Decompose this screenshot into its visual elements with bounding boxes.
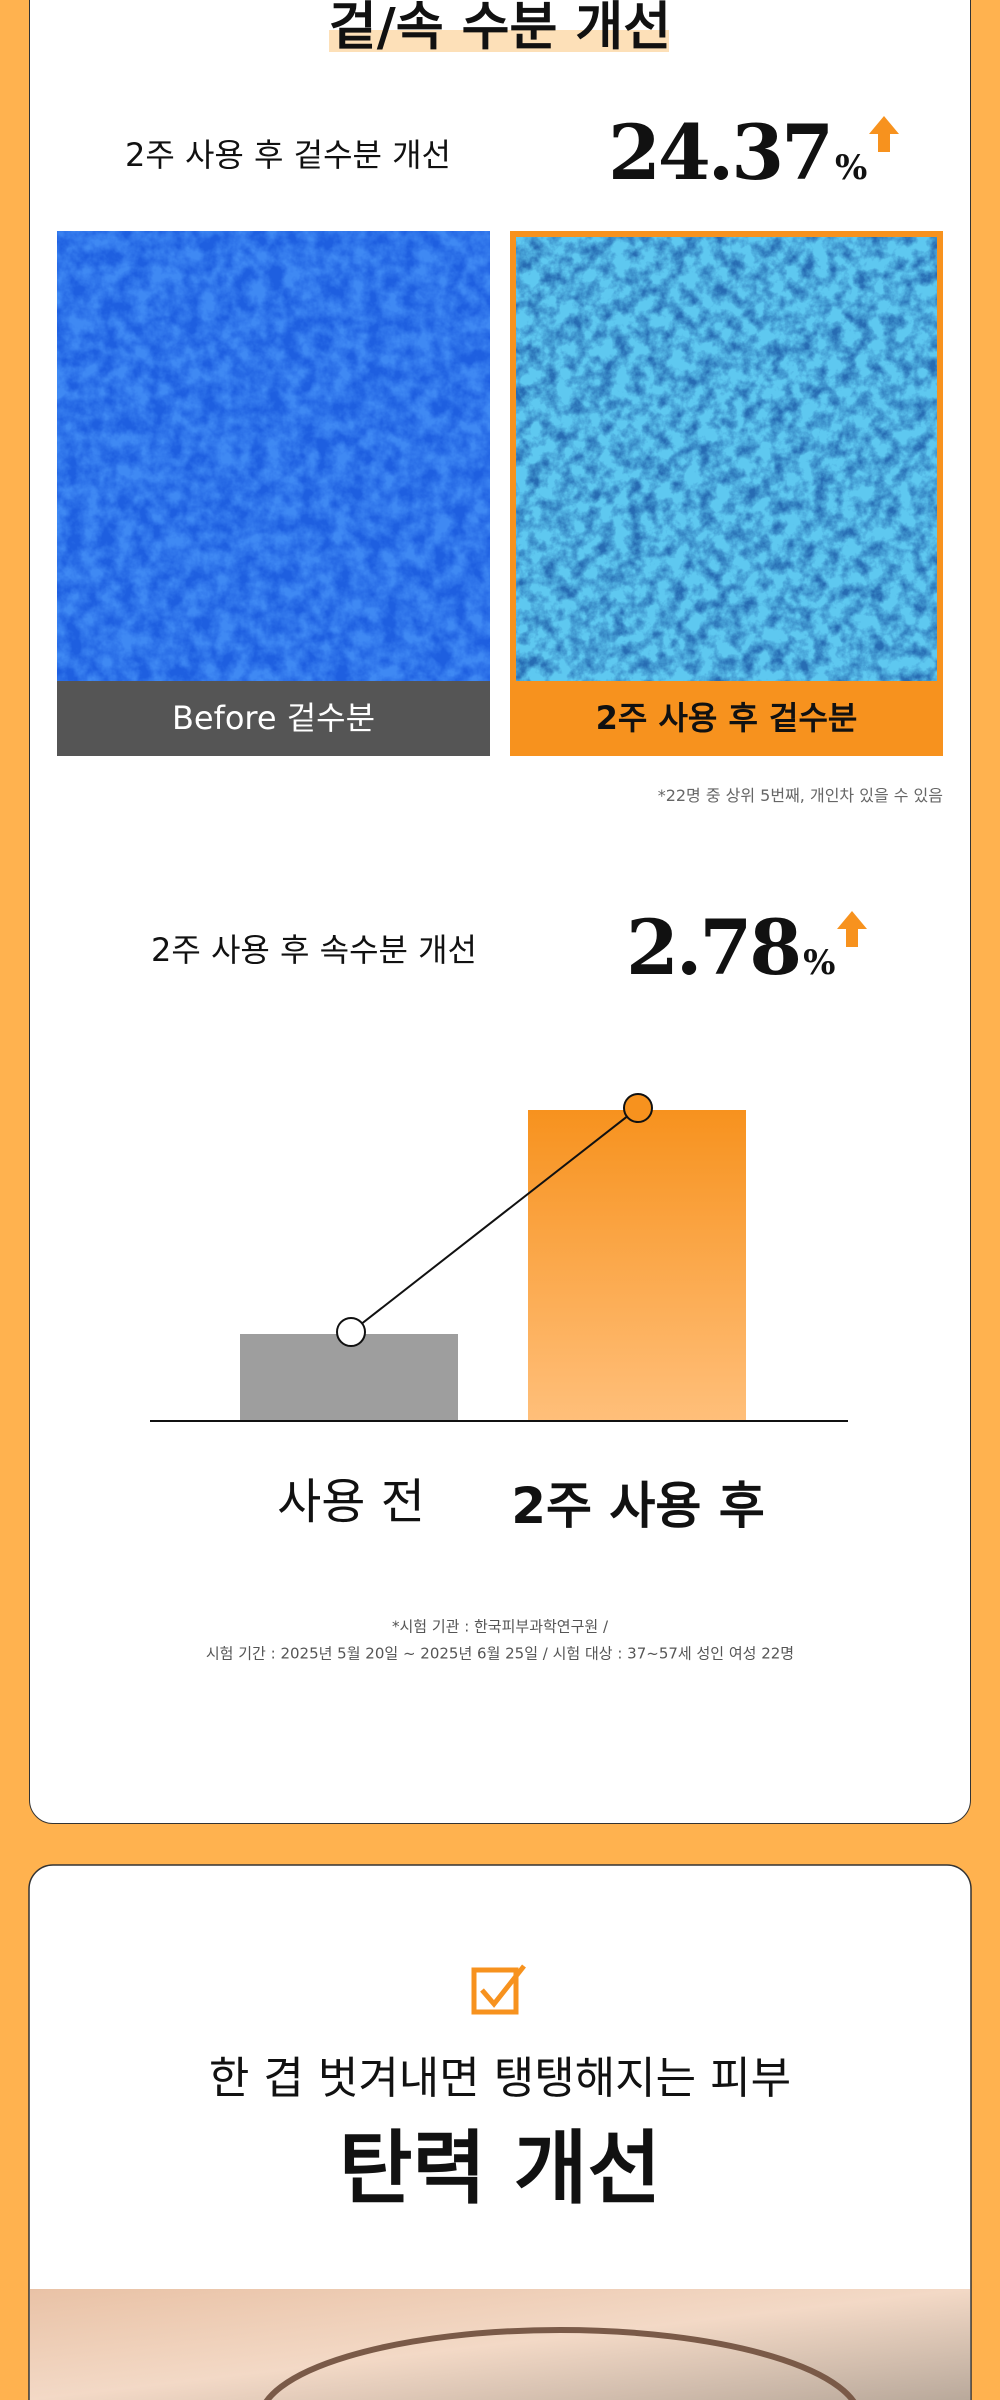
after-label: 2주 사용 후 [511,1477,765,1535]
outer-stat: 24.37% [608,108,901,197]
inner-stat: 2.78% [626,903,869,992]
before-caption-bg [57,681,490,756]
outer-label: 2주 사용 후 겉수분 개선 [124,136,452,174]
elasticity-title: 탄력 개선 [338,2122,662,2215]
model-photo [30,2289,970,2400]
up-arrow [869,116,900,152]
outer-unit: % [834,148,868,188]
inner-label: 2주 사용 후 속수분 개선 [150,931,478,969]
outer-note: *22명 중 상위 5번째, 개인차 있을 수 있음 [657,786,943,805]
inner-unit: % [803,943,836,983]
after-image [516,237,937,681]
up-arrow [837,911,868,947]
source-line: *시험 기관 : 한국피부과학연구원 / [391,1617,609,1636]
title-highlight [329,30,669,52]
outer-value: 24.37 [608,108,834,197]
after-point [623,1093,653,1123]
before-label: 사용 전 [277,1474,425,1530]
after-caption: 2주 사용 후 겉수분 [595,699,858,737]
source-line: 시험 기간 : 2025년 5월 20일 ~ 2025년 6월 25일 / 시험… [205,1644,795,1663]
before-point [336,1317,366,1347]
bar-chart [150,1093,848,1422]
trend-line [350,1107,639,1333]
before-bar [240,1334,458,1421]
check-icon [471,1964,526,2015]
eye-contour [263,2327,857,2400]
before-image [57,231,490,681]
elasticity-subtitle: 한 겹 벗겨내면 탱탱해지는 피부 [208,2053,792,2104]
after-bar [528,1110,746,1421]
inner-value: 2.78 [626,903,802,992]
before-caption: Before 겉수분 [171,699,376,737]
section-title: 겉/속 수분 개선 [328,0,672,58]
elasticity-card [28,1864,972,2400]
